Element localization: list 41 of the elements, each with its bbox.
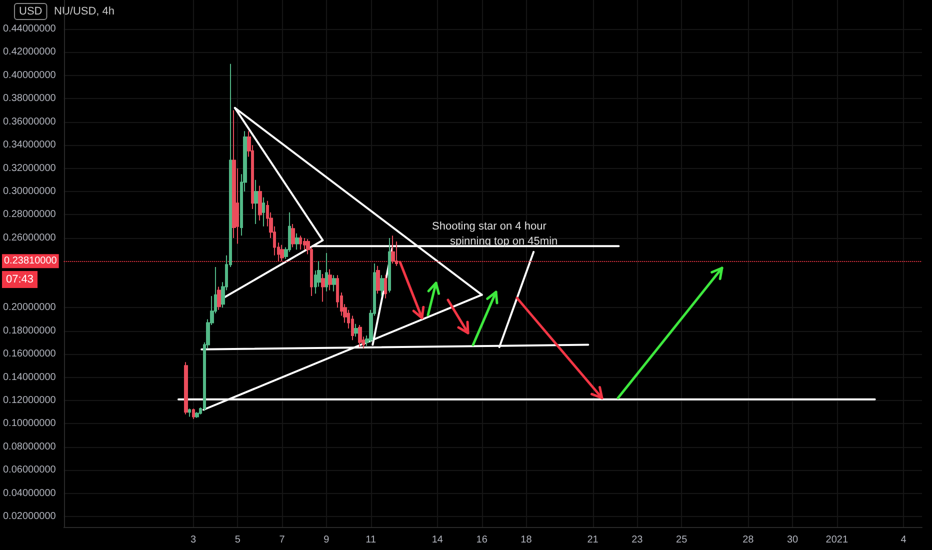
y-tick-label: 0.14000000 [2, 372, 56, 383]
y-tick-label: 0.04000000 [2, 488, 56, 499]
y-tick-label: 0.28000000 [2, 209, 56, 220]
x-tick-label: 21 [587, 534, 599, 546]
x-tick-label: 7 [279, 534, 286, 546]
y-tick-label: 0.44000000 [2, 24, 56, 35]
x-tick-label: 25 [676, 534, 688, 546]
y-tick-label: 0.40000000 [2, 70, 56, 81]
y-tick-label: 0.34000000 [2, 140, 56, 151]
y-tick-label: 0.06000000 [2, 464, 56, 476]
y-tick-label: 0.20000000 [2, 302, 56, 314]
text: NU/USD, 4h [54, 6, 115, 18]
annotation: spinning top on 45min [450, 236, 558, 248]
y-tick-label: 0.18000000 [2, 325, 56, 336]
y-tick-label: 0.10000000 [2, 418, 56, 430]
x-tick-label: 11 [366, 534, 376, 546]
x-tick-label: 18 [520, 534, 532, 546]
ref-line-label: 0.23810000 [4, 256, 58, 267]
x-tick-label: 16 [476, 534, 488, 546]
x-tick-label: 3 [190, 534, 197, 546]
y-tick-label: 0.12000000 [2, 394, 56, 406]
x-tick-label: 14 [432, 534, 444, 546]
y-tick-label: 0.08000000 [2, 441, 56, 452]
x-tick-label: 4 [900, 534, 907, 546]
x-tick-label: 23 [632, 534, 644, 546]
x-tick-label: 28 [742, 534, 754, 546]
annotation: Shooting star on 4 hour [432, 220, 547, 232]
y-tick-label: 0.02000000 [2, 511, 56, 522]
y-tick-label: 0.38000000 [2, 93, 56, 104]
text: 07:43 [6, 274, 34, 286]
y-tick-label: 0.26000000 [2, 232, 56, 244]
y-tick-label: 0.42000000 [2, 46, 56, 58]
y-tick-label: 0.36000000 [2, 116, 56, 128]
y-tick-label: 0.32000000 [2, 162, 56, 174]
text: USD [19, 6, 42, 18]
x-tick-label: 5 [234, 534, 241, 546]
x-tick-label: 9 [324, 534, 330, 546]
y-tick-label: 0.16000000 [2, 348, 56, 360]
y-tick-label: 0.30000000 [2, 186, 56, 198]
x-tick-label: 30 [786, 534, 799, 546]
x-tick-label: 2021 [826, 534, 848, 546]
